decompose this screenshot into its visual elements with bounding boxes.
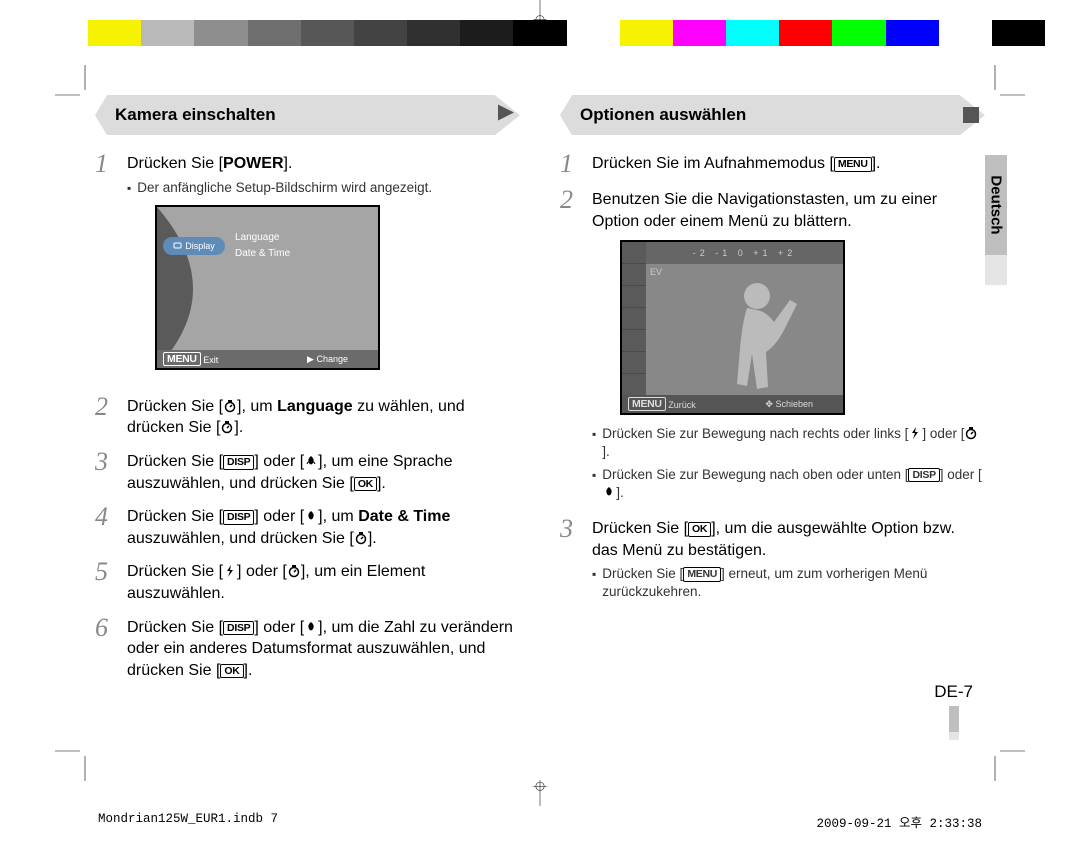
disp-key: DISP xyxy=(223,621,254,636)
crop-mark xyxy=(55,65,95,105)
ok-key: OK xyxy=(688,522,711,537)
section-title: Optionen auswählen xyxy=(580,105,746,125)
stop-icon xyxy=(963,107,979,123)
crop-mark xyxy=(985,65,1025,105)
flash-icon xyxy=(223,564,237,578)
person-silhouette-icon xyxy=(702,274,822,394)
page-content: Kamera einschalten 1 Drücken Sie [POWER]… xyxy=(95,95,985,746)
crop-mark xyxy=(985,741,1025,781)
timer-icon xyxy=(220,420,234,434)
registration-mark-bottom xyxy=(527,780,553,811)
key-label: POWER xyxy=(223,155,283,172)
crop-mark xyxy=(55,741,95,781)
timer-icon xyxy=(964,426,978,440)
play-icon xyxy=(498,105,514,126)
registration-mark-top xyxy=(527,0,553,31)
step-6: 6 Drücken Sie [DISP] oder [], um die Zah… xyxy=(95,617,520,682)
flash-icon xyxy=(908,426,922,440)
step-2: 2 Drücken Sie [], um Language zu wählen,… xyxy=(95,396,520,439)
macro-icon xyxy=(304,620,318,634)
menu-item: Date & Time xyxy=(235,247,290,261)
menu-key: MENU xyxy=(683,567,721,582)
timer-icon xyxy=(287,564,301,578)
lcd-sidebar xyxy=(622,242,646,395)
step-text: Benutzen Sie die Navigationstasten, um z… xyxy=(592,191,937,230)
section-banner-left: Kamera einschalten xyxy=(95,95,520,135)
step-1: 1 Drücken Sie [POWER]. ▪Der anfängliche … xyxy=(95,153,520,384)
macro-icon xyxy=(602,485,616,499)
section-banner-right: Optionen auswählen xyxy=(560,95,985,135)
menu-item: Language xyxy=(235,231,280,245)
step-text: Drücken Sie [ xyxy=(127,155,223,172)
disp-key: DISP xyxy=(223,455,254,470)
page-number: DE-7 xyxy=(934,682,973,740)
ok-key: OK xyxy=(220,664,243,679)
timer-icon xyxy=(223,399,237,413)
ok-key: OK xyxy=(354,477,377,492)
step-5: 5 Drücken Sie [] oder [], um ein Element… xyxy=(95,561,520,604)
language-tab: Deutsch xyxy=(985,155,1007,255)
menu-key: MENU xyxy=(834,157,872,172)
step-1: 1 Drücken Sie im Aufnahmemodus [MENU]. xyxy=(560,153,985,177)
lcd-setup-screen: Display Language Date & Time MENU Exit ▶… xyxy=(155,205,380,370)
step-number: 1 xyxy=(95,151,117,384)
macro-icon xyxy=(304,509,318,523)
macro-icon xyxy=(304,454,318,468)
slug-filename: Mondrian125W_EUR1.indb 7 xyxy=(98,812,278,831)
left-column: Kamera einschalten 1 Drücken Sie [POWER]… xyxy=(95,95,520,746)
lcd-capture-screen: -2 -1 0 +1 +2 EV MENU Zurück ✥ Schieben xyxy=(620,240,845,415)
language-tab-shadow xyxy=(985,255,1007,285)
ev-scale: -2 -1 0 +1 +2 xyxy=(646,242,843,264)
timer-icon xyxy=(354,531,368,545)
step-2: 2 Benutzen Sie die Navigationstasten, um… xyxy=(560,189,985,506)
step-3: 3 Drücken Sie [OK], um die ausgewählte O… xyxy=(560,518,985,606)
right-column: Optionen auswählen 1 Drücken Sie im Aufn… xyxy=(560,95,985,746)
ev-label: EV xyxy=(650,266,662,278)
step-3: 3 Drücken Sie [DISP] oder [], um eine Sp… xyxy=(95,451,520,494)
display-pill: Display xyxy=(163,237,225,255)
disp-key: DISP xyxy=(223,510,254,525)
step-4: 4 Drücken Sie [DISP] oder [], um Date & … xyxy=(95,506,520,549)
disp-key: DISP xyxy=(908,468,939,483)
section-title: Kamera einschalten xyxy=(115,105,276,125)
slug-timestamp: 2009-09-21 오후 2:33:38 xyxy=(816,812,982,831)
substep-text: Der anfängliche Setup-Bildschirm wird an… xyxy=(137,179,520,197)
print-slug: Mondrian125W_EUR1.indb 7 2009-09-21 오후 2… xyxy=(98,812,982,831)
